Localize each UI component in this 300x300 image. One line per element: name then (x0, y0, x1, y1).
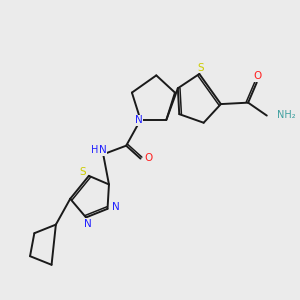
Text: S: S (197, 63, 204, 73)
Text: N: N (112, 202, 119, 212)
Text: NH₂: NH₂ (277, 110, 296, 120)
Text: N: N (135, 115, 143, 125)
Text: N: N (99, 145, 106, 155)
Text: O: O (253, 71, 261, 81)
Text: H: H (92, 145, 99, 155)
Text: S: S (79, 167, 86, 176)
Text: O: O (144, 153, 153, 163)
Text: N: N (84, 219, 91, 229)
